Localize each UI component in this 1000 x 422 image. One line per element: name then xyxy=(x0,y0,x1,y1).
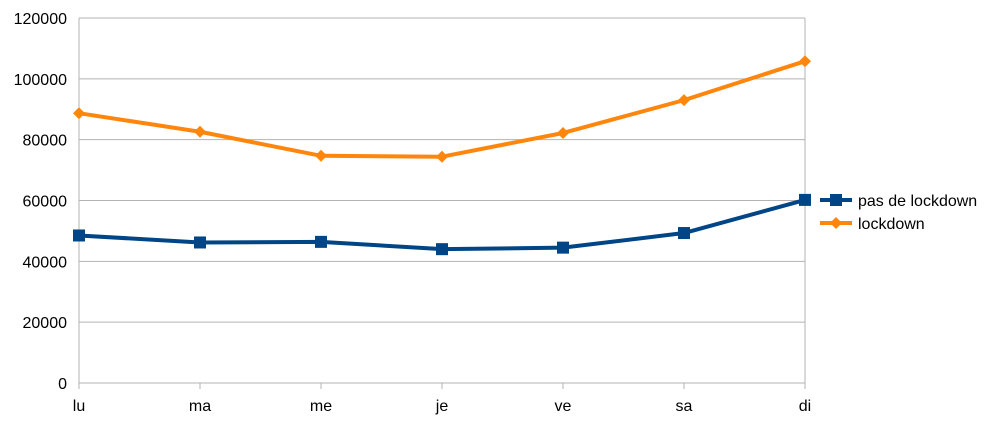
legend: pas de lockdown lockdown xyxy=(820,193,977,233)
data-point-square xyxy=(194,236,206,249)
y-tick-label: 0 xyxy=(58,376,67,393)
data-point-square xyxy=(73,229,85,242)
y-tick-label: 120000 xyxy=(14,11,67,28)
data-point-diamond xyxy=(73,107,85,120)
y-tick-label: 40000 xyxy=(23,254,68,271)
data-point-diamond xyxy=(799,55,811,68)
data-point-square xyxy=(315,235,327,248)
series-line-1 xyxy=(77,59,807,159)
axes: 0 20000 40000 60000 80000 100000 120000 lu ma me j… xyxy=(14,11,812,415)
legend-label-0: pas de lockdown xyxy=(858,193,977,210)
data-point-diamond xyxy=(436,150,448,163)
legend-label-1: lockdown xyxy=(858,216,925,233)
data-point-square xyxy=(557,241,569,254)
data-point-square xyxy=(678,227,690,240)
legend-marker-square xyxy=(830,194,842,206)
y-tick-label: 100000 xyxy=(14,72,67,89)
series-group xyxy=(73,55,811,256)
x-tick-label: je xyxy=(435,398,449,415)
y-tick-label: 60000 xyxy=(23,194,68,211)
x-tick-label: di xyxy=(799,398,811,415)
series-line-0 xyxy=(77,197,807,252)
data-point-diamond xyxy=(678,94,690,107)
data-point-diamond xyxy=(194,125,206,138)
x-tick-label: sa xyxy=(676,398,693,415)
data-point-square xyxy=(436,243,448,256)
x-tick-label: lu xyxy=(73,398,85,415)
y-tick-label: 20000 xyxy=(23,315,68,332)
x-tick-label: me xyxy=(310,398,332,415)
x-tick-label: ve xyxy=(555,398,572,415)
data-point-diamond xyxy=(557,126,569,139)
y-tick-label: 80000 xyxy=(23,133,68,150)
grid xyxy=(79,17,806,383)
data-point-square xyxy=(799,193,811,206)
data-point-diamond xyxy=(315,149,327,162)
legend-marker-diamond xyxy=(830,217,842,229)
x-tick-label: ma xyxy=(189,398,211,415)
